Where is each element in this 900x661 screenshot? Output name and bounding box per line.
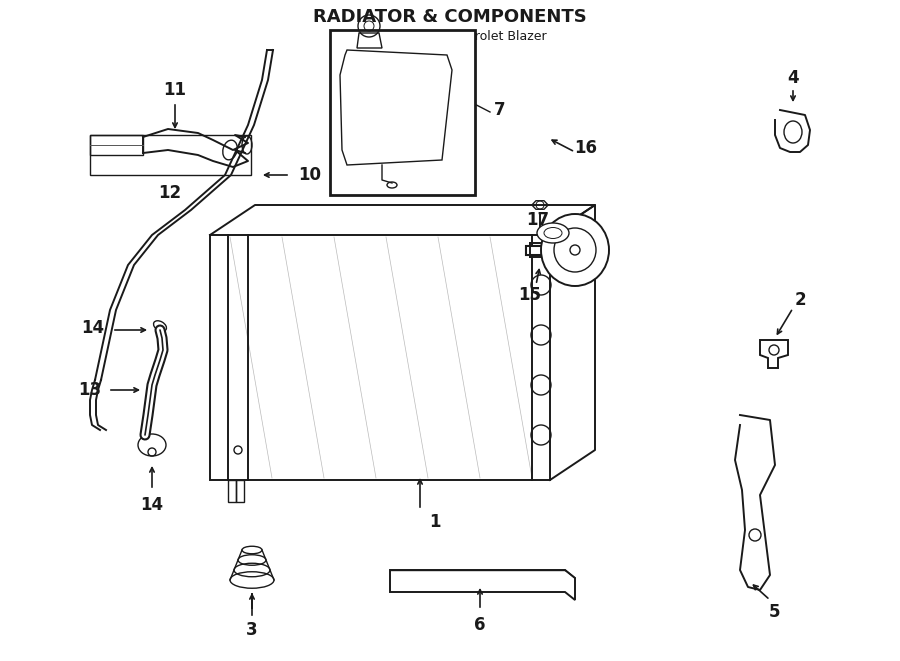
Text: for your 2025 Chevrolet Blazer: for your 2025 Chevrolet Blazer (354, 30, 546, 43)
Text: 9: 9 (447, 43, 459, 61)
Text: 16: 16 (574, 139, 598, 157)
Text: 15: 15 (518, 286, 542, 304)
Ellipse shape (541, 214, 609, 286)
Text: 5: 5 (770, 603, 781, 621)
Text: 6: 6 (474, 616, 486, 634)
Text: 14: 14 (81, 319, 104, 337)
Text: 2: 2 (794, 291, 806, 309)
Text: 17: 17 (526, 211, 550, 229)
Text: 8: 8 (443, 71, 454, 89)
Ellipse shape (537, 223, 569, 243)
Text: 4: 4 (788, 69, 799, 87)
Text: 12: 12 (158, 184, 182, 202)
Bar (330, 30, 475, 195)
Text: 7: 7 (494, 101, 506, 119)
Text: RADIATOR & COMPONENTS: RADIATOR & COMPONENTS (313, 8, 587, 26)
Text: 3: 3 (247, 621, 257, 639)
Text: 14: 14 (140, 496, 164, 514)
Text: 11: 11 (164, 81, 186, 99)
Text: 13: 13 (78, 381, 102, 399)
Text: 10: 10 (299, 166, 321, 184)
Text: 1: 1 (429, 513, 441, 531)
